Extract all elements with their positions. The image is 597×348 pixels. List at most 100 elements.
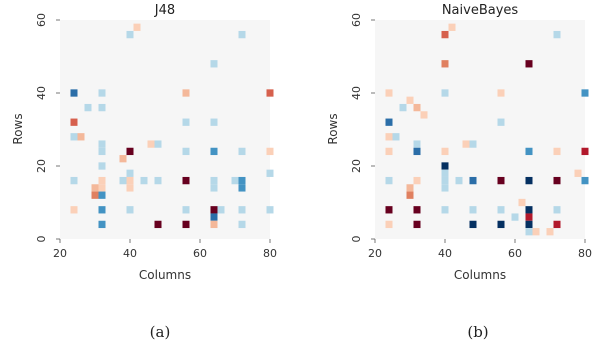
y-tick-label: 60 bbox=[350, 13, 363, 27]
heatmap-cell bbox=[98, 206, 106, 214]
chart-title: J48 bbox=[154, 3, 175, 18]
heatmap-cell bbox=[441, 206, 449, 214]
heatmap-cell bbox=[238, 184, 246, 192]
heatmap-cell bbox=[182, 147, 190, 156]
heatmap-cell bbox=[413, 147, 421, 156]
heatmap-cell bbox=[385, 133, 393, 141]
heatmap-cell bbox=[70, 89, 78, 97]
x-tick-label: 20 bbox=[368, 247, 382, 260]
heatmap-cell bbox=[98, 176, 106, 185]
heatmap-cell bbox=[154, 176, 162, 185]
heatmap-cell bbox=[406, 191, 414, 199]
y-tick-label: 20 bbox=[35, 159, 48, 173]
heatmap-cell bbox=[98, 147, 106, 156]
heatmap-cell bbox=[553, 220, 561, 229]
heatmap-cell bbox=[525, 176, 533, 185]
heatmap-cell bbox=[182, 220, 190, 229]
heatmap-cell bbox=[574, 169, 582, 177]
heatmap-cell bbox=[497, 89, 505, 97]
heatmap-cell bbox=[441, 169, 449, 177]
heatmap-cell bbox=[266, 89, 274, 97]
heatmap-cell bbox=[119, 155, 127, 163]
heatmap-cell bbox=[210, 220, 218, 229]
y-axis-label: Rows bbox=[326, 113, 340, 144]
heatmap-cell bbox=[126, 176, 134, 185]
heatmap-cell bbox=[532, 228, 540, 236]
heatmap-cell bbox=[469, 176, 477, 185]
heatmap-cell bbox=[553, 30, 561, 39]
heatmap-cell bbox=[581, 176, 589, 185]
heatmap-cell bbox=[413, 176, 421, 185]
heatmap-cell bbox=[154, 220, 162, 229]
heatmap-cell bbox=[413, 220, 421, 229]
heatmap-cell bbox=[406, 184, 414, 192]
heatmap-cell bbox=[133, 23, 141, 31]
panel-caption: (a) bbox=[150, 323, 171, 341]
heatmap-cell bbox=[238, 206, 246, 214]
heatmap-cell bbox=[399, 103, 407, 112]
heatmap-cell bbox=[441, 89, 449, 97]
heatmap-cell bbox=[553, 147, 561, 156]
heatmap-cell bbox=[441, 176, 449, 185]
heatmap-cell bbox=[238, 147, 246, 156]
heatmap-cell bbox=[385, 220, 393, 229]
heatmap-cell bbox=[581, 89, 589, 97]
heatmap-cell bbox=[126, 184, 134, 192]
heatmap-panel-naivebayes: NaiveBayes Columns Rows (b) 20 40 60 80 0 20 4… bbox=[326, 3, 592, 341]
heatmap-cell bbox=[140, 176, 148, 185]
heatmap-cell bbox=[77, 133, 85, 141]
heatmap-cell bbox=[147, 140, 155, 148]
heatmap-cell bbox=[441, 147, 449, 156]
plot-area bbox=[375, 20, 585, 239]
heatmap-cell bbox=[385, 147, 393, 156]
heatmap-cell bbox=[518, 198, 526, 207]
x-tick-label: 80 bbox=[263, 247, 277, 260]
heatmap-cell bbox=[126, 147, 134, 156]
heatmap-cell bbox=[553, 206, 561, 214]
heatmap-cell bbox=[525, 206, 533, 214]
heatmap-cell bbox=[413, 206, 421, 214]
heatmap-cell bbox=[420, 111, 428, 119]
heatmap-cell bbox=[462, 140, 470, 148]
heatmap-cell bbox=[469, 206, 477, 214]
heatmap-cell bbox=[98, 140, 106, 148]
heatmap-cell bbox=[70, 133, 78, 141]
heatmap-cell bbox=[238, 176, 246, 185]
heatmap-cell bbox=[455, 176, 463, 185]
y-tick-label: 40 bbox=[35, 86, 48, 100]
x-tick-label: 40 bbox=[438, 247, 452, 260]
heatmap-cell bbox=[238, 220, 246, 229]
heatmap-cell bbox=[182, 206, 190, 214]
heatmap-cell bbox=[98, 220, 106, 229]
heatmap-cell bbox=[441, 184, 449, 192]
heatmap-cell bbox=[441, 60, 449, 68]
heatmap-cell bbox=[70, 118, 78, 126]
heatmap-cell bbox=[511, 213, 519, 221]
x-tick-label: 80 bbox=[578, 247, 592, 260]
heatmap-cell bbox=[210, 176, 218, 185]
heatmap-cell bbox=[413, 140, 421, 148]
heatmap-cell bbox=[413, 103, 421, 112]
heatmap-cell bbox=[238, 30, 246, 39]
heatmap-cell bbox=[182, 89, 190, 97]
heatmap-cell bbox=[525, 213, 533, 221]
heatmap-cell bbox=[231, 176, 239, 185]
heatmap-cell bbox=[546, 228, 554, 236]
y-tick-label: 40 bbox=[350, 86, 363, 100]
heatmap-cell bbox=[553, 176, 561, 185]
heatmap-cell bbox=[385, 89, 393, 97]
heatmap-cell bbox=[469, 220, 477, 229]
y-tick-label: 60 bbox=[35, 13, 48, 27]
heatmap-cell bbox=[119, 176, 127, 185]
heatmap-cell bbox=[126, 206, 134, 214]
heatmap-cell bbox=[581, 147, 589, 156]
heatmap-cell bbox=[525, 220, 533, 229]
heatmap-cell bbox=[448, 23, 456, 31]
heatmap-cell bbox=[91, 184, 99, 192]
y-tick-label: 20 bbox=[350, 159, 363, 173]
heatmap-cell bbox=[497, 206, 505, 214]
heatmap-cell bbox=[406, 96, 414, 104]
x-axis-label: Columns bbox=[454, 268, 506, 282]
heatmap-cell bbox=[70, 176, 78, 185]
